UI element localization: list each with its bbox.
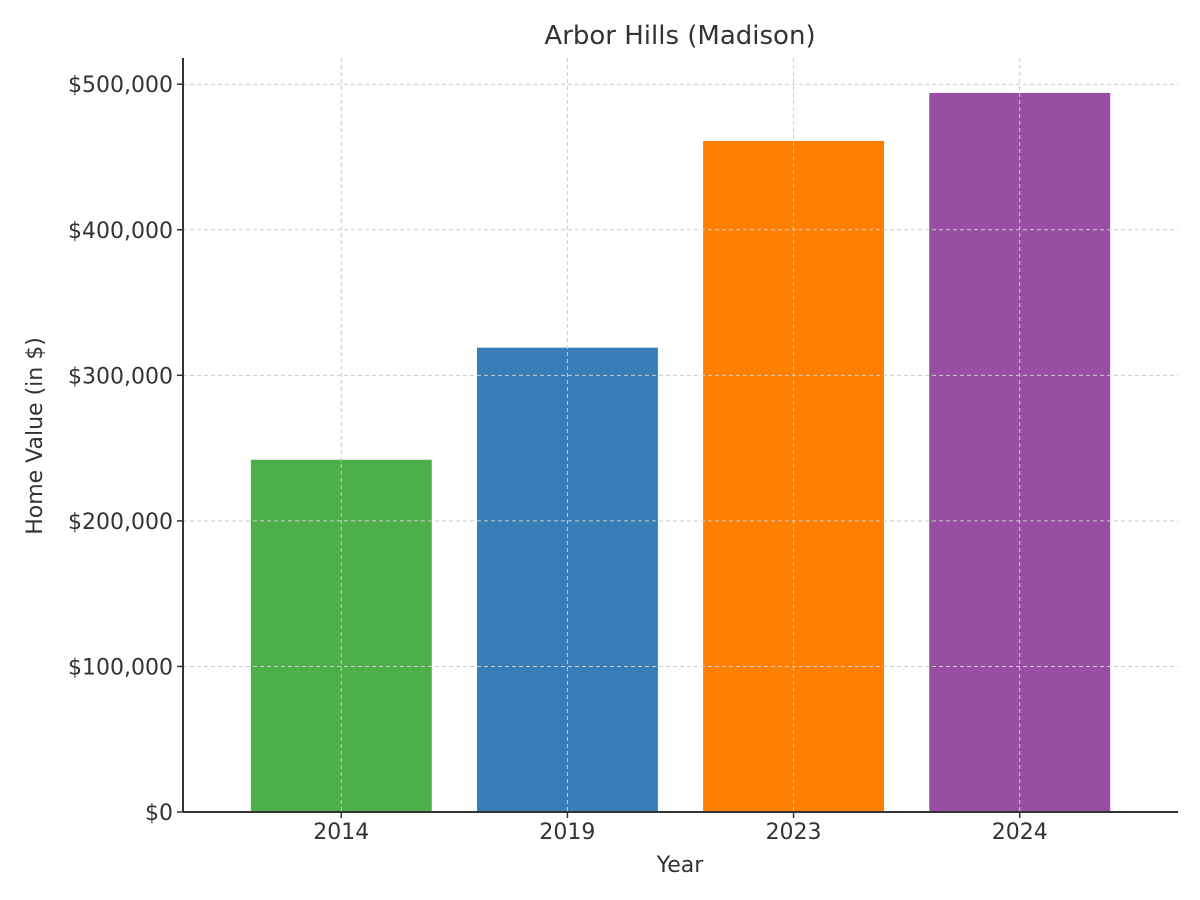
bar-2023 — [703, 140, 885, 812]
bars — [250, 92, 1111, 812]
y-axis-label: Home Value (in $) — [23, 337, 48, 535]
y-axis-ticks: $0 $100,000 $200,000 $300,000 $400,000 $500,0… — [68, 73, 183, 826]
y-tick-label: $500,000 — [68, 73, 173, 98]
y-tick-label: $400,000 — [68, 219, 173, 244]
x-tick-label: 2019 — [539, 820, 595, 845]
y-tick-label: $100,000 — [68, 655, 173, 680]
x-tick-label: 2023 — [766, 820, 822, 845]
axes — [182, 58, 1178, 813]
x-tick-label: 2014 — [313, 820, 369, 845]
x-axis-label: Year — [656, 853, 705, 878]
chart-title: Arbor Hills (Madison) — [544, 21, 815, 51]
y-tick-label: $200,000 — [68, 510, 173, 535]
y-tick-label: $0 — [145, 801, 173, 826]
y-tick-label: $300,000 — [68, 364, 173, 389]
x-tick-label: 2024 — [992, 820, 1048, 845]
x-axis-ticks: 2014 2019 2023 2024 — [313, 812, 1048, 845]
